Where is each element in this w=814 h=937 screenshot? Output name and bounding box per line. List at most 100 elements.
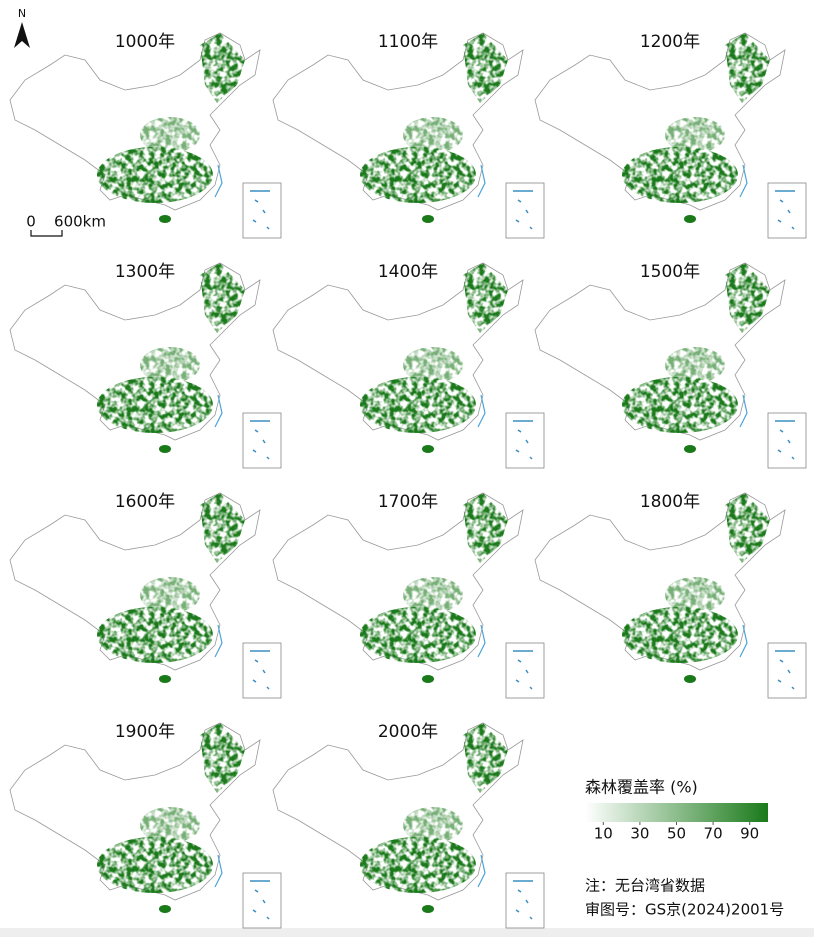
north-arrow [14, 22, 30, 48]
map-panel: 1800年 [534, 492, 807, 699]
forest-northeast [725, 263, 770, 333]
coast [477, 624, 486, 658]
forest-northeast [463, 33, 508, 103]
forest-cover [97, 493, 245, 663]
map-panel: 1200年 [534, 32, 807, 239]
inset-box [242, 872, 282, 929]
forest-northeast [463, 493, 508, 563]
forest-northeast [463, 263, 508, 333]
forest-south [97, 377, 213, 433]
forest-central [403, 347, 463, 383]
forest-cover [97, 723, 245, 893]
inset-box [505, 642, 545, 699]
forest-south [622, 147, 738, 203]
legend-tick-label: 90 [740, 825, 759, 843]
forest-northeast [200, 723, 245, 793]
hainan [159, 445, 171, 453]
forest-northeast [725, 493, 770, 563]
hainan [422, 215, 434, 223]
coast [214, 854, 223, 888]
coast [214, 394, 223, 428]
legend-tick-label: 70 [704, 825, 723, 843]
forest-central [140, 807, 200, 843]
legend-title: 森林覆盖率 (%) [585, 778, 698, 797]
forest-central [403, 117, 463, 153]
year-label: 1500年 [640, 262, 700, 282]
map-panel: 1500年 [534, 262, 807, 469]
inset-islands [775, 420, 795, 460]
note: 审图号：GS京(2024)2001号 [585, 901, 784, 919]
note: 注：无台湾省数据 [585, 877, 705, 895]
coast [739, 624, 748, 658]
map-panel: 1900年 [9, 722, 282, 929]
forest-south [622, 607, 738, 663]
inset-islands [775, 190, 795, 230]
year-label: 2000年 [378, 722, 438, 742]
inset-box [505, 412, 545, 469]
year-label: 1800年 [640, 492, 700, 512]
inset-islands [513, 190, 533, 230]
forest-northeast [463, 723, 508, 793]
forest-cover [360, 263, 508, 433]
forest-central [140, 117, 200, 153]
forest-south [360, 607, 476, 663]
inset-box [242, 412, 282, 469]
inset-box [242, 642, 282, 699]
forest-cover [97, 263, 245, 433]
legend-tick-label: 50 [667, 825, 686, 843]
forest-cover [360, 493, 508, 663]
forest-cover [622, 33, 770, 203]
scale-bar [30, 230, 63, 237]
forest-south [622, 377, 738, 433]
forest-northeast [200, 493, 245, 563]
forest-central [140, 347, 200, 383]
scale-end: 600km [54, 213, 106, 231]
forest-south [360, 147, 476, 203]
year-label: 1100年 [378, 32, 438, 52]
forest-south [97, 607, 213, 663]
north-label: N [18, 7, 26, 20]
forest-central [140, 577, 200, 613]
year-label: 1900年 [115, 722, 175, 742]
forest-central [665, 577, 725, 613]
hainan [422, 905, 434, 913]
forest-central [403, 577, 463, 613]
forest-cover [622, 263, 770, 433]
coast [477, 164, 486, 198]
legend-tick-label: 30 [630, 825, 649, 843]
coast [477, 854, 486, 888]
scale-start: 0 [26, 213, 36, 231]
year-label: 1200年 [640, 32, 700, 52]
legend-ticks: 10 30 50 70 90 [594, 822, 759, 843]
inset-islands [250, 880, 270, 920]
forest-central [665, 117, 725, 153]
inset-islands [250, 650, 270, 690]
forest-cover [360, 33, 508, 203]
inset-islands [250, 420, 270, 460]
hainan [422, 445, 434, 453]
forest-central [665, 347, 725, 383]
inset-box [242, 182, 282, 239]
hainan [684, 215, 696, 223]
hainan [684, 445, 696, 453]
inset-box [767, 412, 807, 469]
year-label: 1600年 [115, 492, 175, 512]
coast [214, 164, 223, 198]
year-label: 1300年 [115, 262, 175, 282]
coast [739, 394, 748, 428]
year-label: 1400年 [378, 262, 438, 282]
hainan [684, 675, 696, 683]
hainan [422, 675, 434, 683]
forest-south [360, 837, 476, 893]
forest-northeast [200, 263, 245, 333]
forest-south [97, 837, 213, 893]
map-panel: 1400年 [272, 262, 545, 469]
hainan [159, 215, 171, 223]
map-panels: 1000年 1100年 1200年 1300年 1400年 1500年 1600年 1700年… [9, 32, 807, 929]
inset-islands [513, 650, 533, 690]
year-label: 1700年 [378, 492, 438, 512]
map-panel: 1300年 [9, 262, 282, 469]
forest-central [403, 807, 463, 843]
forest-south [97, 147, 213, 203]
hainan [159, 905, 171, 913]
